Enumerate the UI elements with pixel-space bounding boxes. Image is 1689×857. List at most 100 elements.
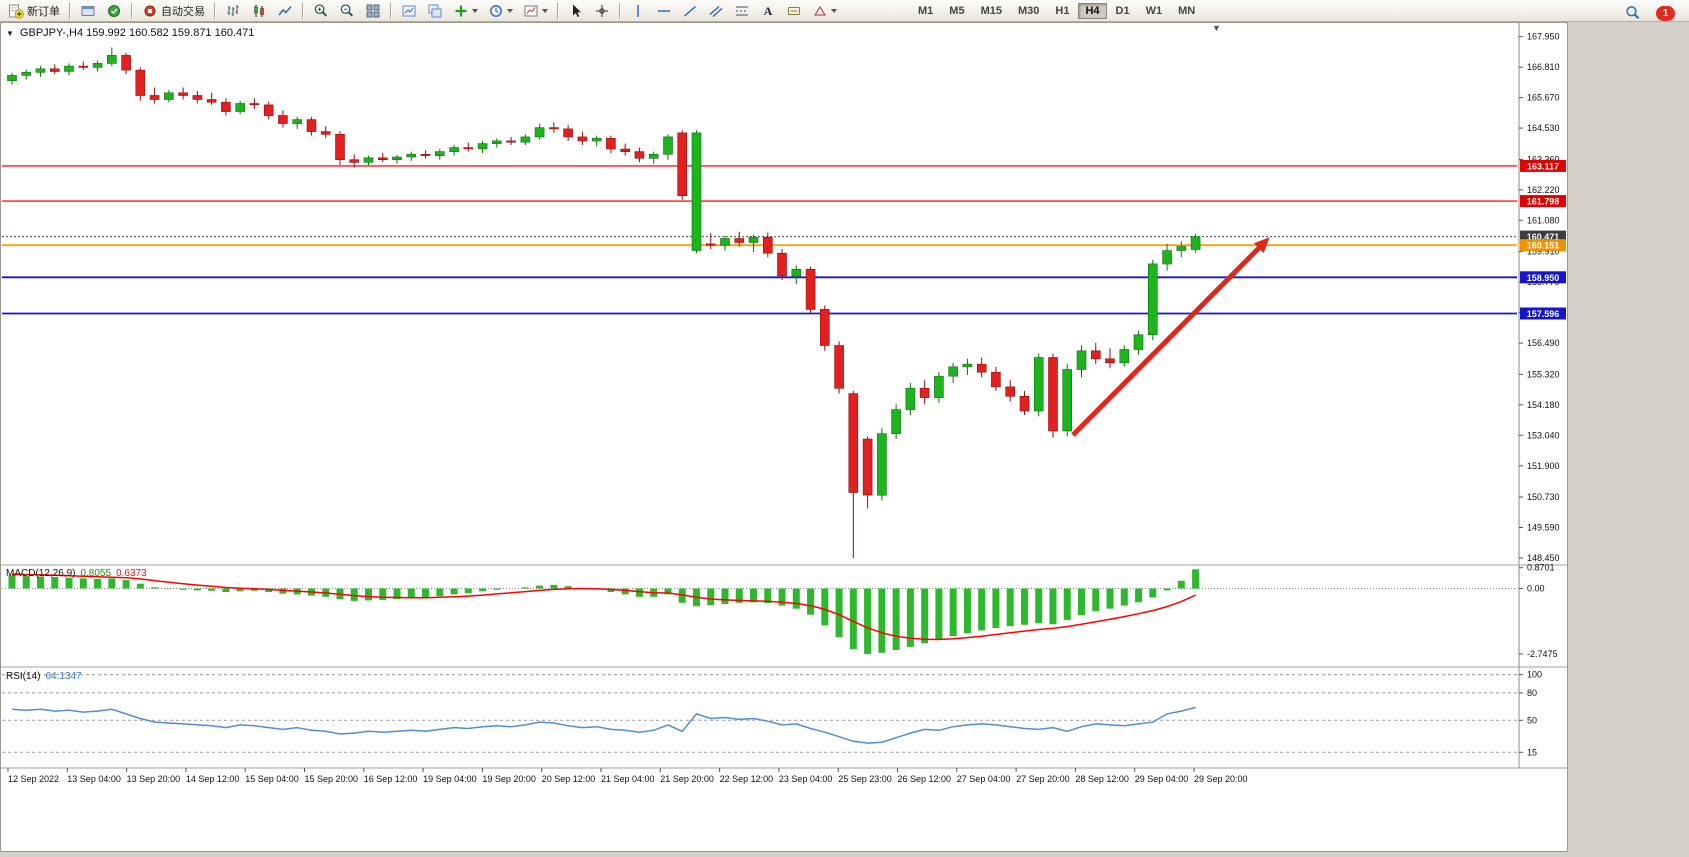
price-tick-label: 165.670 bbox=[1527, 93, 1560, 103]
svg-text:160.151: 160.151 bbox=[1527, 241, 1560, 251]
green-check-icon bbox=[106, 3, 122, 19]
time-tick-label: 27 Sep 04:00 bbox=[957, 774, 1011, 784]
macd-tick-label: -2.7475 bbox=[1527, 649, 1558, 659]
new-chart-button[interactable] bbox=[76, 0, 100, 22]
autotrading-button[interactable]: 自动交易 bbox=[138, 0, 209, 22]
toolbar-separator bbox=[390, 2, 392, 19]
timeframe-button-m30[interactable]: M30 bbox=[1017, 4, 1040, 17]
price-level-lines bbox=[2, 165, 1517, 315]
zoom-out-icon bbox=[339, 3, 355, 19]
text-tool-button[interactable]: A bbox=[756, 0, 780, 22]
timeframe-button-w1[interactable]: W1 bbox=[1145, 4, 1163, 17]
price-tag-158.950 bbox=[1520, 271, 1566, 284]
tile-windows-icon bbox=[365, 3, 381, 19]
search-button[interactable] bbox=[1621, 2, 1645, 24]
timeframe-button-mn[interactable]: MN bbox=[1178, 4, 1196, 17]
svg-text:163.117: 163.117 bbox=[1527, 161, 1559, 171]
price-tick-label: 148.450 bbox=[1527, 553, 1560, 563]
trend-arrow[interactable] bbox=[1071, 241, 1266, 437]
new-order-button[interactable]: 新订单 bbox=[4, 0, 64, 22]
timeframe-button-m1[interactable]: M1 bbox=[918, 4, 934, 17]
ohlc-bars-icon bbox=[225, 3, 241, 19]
price-tick-label: 150.730 bbox=[1527, 492, 1560, 502]
time-tick-label: 12 Sep 2022 bbox=[8, 774, 59, 784]
time-tick-label: 19 Sep 04:00 bbox=[423, 774, 477, 784]
svg-text:160.471: 160.471 bbox=[1527, 232, 1560, 242]
timeframe-group: M1 M5 M15 M30 H1 H4 D1 W1 MN bbox=[910, 2, 1203, 19]
svg-text:158.950: 158.950 bbox=[1527, 273, 1560, 283]
cascade-windows-button[interactable] bbox=[423, 0, 447, 22]
chart-window: 167.950 166.810 165.670 164.530 163.360 162.2… bbox=[0, 22, 1568, 852]
horizontal-line-tool-button[interactable] bbox=[652, 0, 676, 22]
zoom-in-button[interactable] bbox=[309, 0, 333, 22]
toolbar-separator bbox=[131, 2, 133, 19]
time-axis[interactable]: 12 Sep 2022 13 Sep 04:00 13 Sep 20:00 14 Se… bbox=[7, 768, 1248, 784]
periods-button[interactable] bbox=[484, 0, 517, 22]
rsi-tick-label: 100 bbox=[1527, 670, 1542, 680]
channel-tool-button[interactable] bbox=[704, 0, 728, 22]
time-tick-label: 26 Sep 12:00 bbox=[898, 774, 952, 784]
crosshair-button[interactable] bbox=[590, 0, 614, 22]
trend-arrow-head bbox=[1253, 237, 1270, 254]
price-tag-163.117 bbox=[1520, 159, 1566, 172]
price-tag-157.596 bbox=[1520, 307, 1566, 320]
new-order-icon bbox=[8, 3, 24, 19]
timeframe-button-d1[interactable]: D1 bbox=[1115, 4, 1130, 17]
trendline-tool-button[interactable] bbox=[678, 0, 702, 22]
notification-badge[interactable]: 1 bbox=[1656, 5, 1675, 21]
text-icon: A bbox=[760, 3, 776, 19]
price-tick-label: 161.080 bbox=[1527, 215, 1560, 225]
price-tick-label: 155.320 bbox=[1527, 369, 1560, 379]
vertical-line-tool-button[interactable] bbox=[626, 0, 650, 22]
timeframe-button-h1[interactable]: H1 bbox=[1055, 4, 1070, 17]
shapes-tool-button[interactable] bbox=[808, 0, 841, 22]
line-chart-button[interactable] bbox=[273, 0, 297, 22]
chart-menu-icon[interactable]: ▼ bbox=[6, 28, 14, 38]
time-tick-label: 25 Sep 23:00 bbox=[838, 774, 892, 784]
price-tick-label: 159.910 bbox=[1527, 247, 1560, 257]
timeframe-button-m15[interactable]: M15 bbox=[980, 4, 1002, 17]
templates-button[interactable] bbox=[519, 0, 552, 22]
price-tick-label: 166.810 bbox=[1527, 62, 1560, 72]
timeframe-button-m5[interactable]: M5 bbox=[949, 4, 965, 17]
fibonacci-icon bbox=[734, 3, 750, 19]
tile-windows-button[interactable] bbox=[361, 0, 385, 22]
time-tick-label: 29 Sep 20:00 bbox=[1194, 774, 1248, 784]
time-tick-label: 22 Sep 12:00 bbox=[720, 774, 774, 784]
candlestick-series bbox=[7, 47, 1201, 558]
time-tick-label: 21 Sep 04:00 bbox=[601, 774, 655, 784]
macd-tick-label: 0.8701 bbox=[1527, 563, 1555, 573]
autotrading-icon bbox=[142, 3, 158, 19]
template-chart-icon bbox=[523, 3, 539, 19]
svg-text:161.798: 161.798 bbox=[1527, 197, 1560, 207]
cursor-arrow-icon bbox=[568, 3, 584, 19]
svg-text:157.596: 157.596 bbox=[1527, 309, 1560, 319]
label-tool-button[interactable] bbox=[782, 0, 806, 22]
toolbar-separator bbox=[619, 2, 621, 19]
vertical-line-icon bbox=[630, 3, 646, 19]
price-tick-label: 154.180 bbox=[1527, 400, 1560, 410]
trendline-icon bbox=[682, 3, 698, 19]
search-icon bbox=[1625, 5, 1641, 21]
bar-chart-button[interactable] bbox=[221, 0, 245, 22]
fibonacci-tool-button[interactable] bbox=[730, 0, 754, 22]
timeframe-button-h4[interactable]: H4 bbox=[1078, 2, 1107, 19]
candlestick-chart-button[interactable] bbox=[247, 0, 271, 22]
time-tick-label: 13 Sep 04:00 bbox=[67, 774, 121, 784]
price-tag-161.798 bbox=[1520, 195, 1566, 208]
toolbar-separator bbox=[557, 2, 559, 19]
cursor-button[interactable] bbox=[564, 0, 588, 22]
toolbar-separator bbox=[214, 2, 216, 19]
main-toolbar: 新订单 自动交易 bbox=[0, 0, 1689, 22]
macd-histogram bbox=[8, 569, 1200, 654]
zoom-in-icon bbox=[313, 3, 329, 19]
toolbar-right-group: 1 bbox=[1620, 2, 1675, 24]
market-watch-button[interactable] bbox=[102, 0, 126, 22]
zoom-out-button[interactable] bbox=[335, 0, 359, 22]
indicators-button[interactable] bbox=[449, 0, 482, 22]
rsi-tick-label: 80 bbox=[1527, 688, 1537, 698]
chart-canvas[interactable]: 167.950 166.810 165.670 164.530 163.360 162.2… bbox=[0, 22, 1568, 852]
auto-arrange-button[interactable] bbox=[397, 0, 421, 22]
chart-window-icon bbox=[80, 3, 96, 19]
